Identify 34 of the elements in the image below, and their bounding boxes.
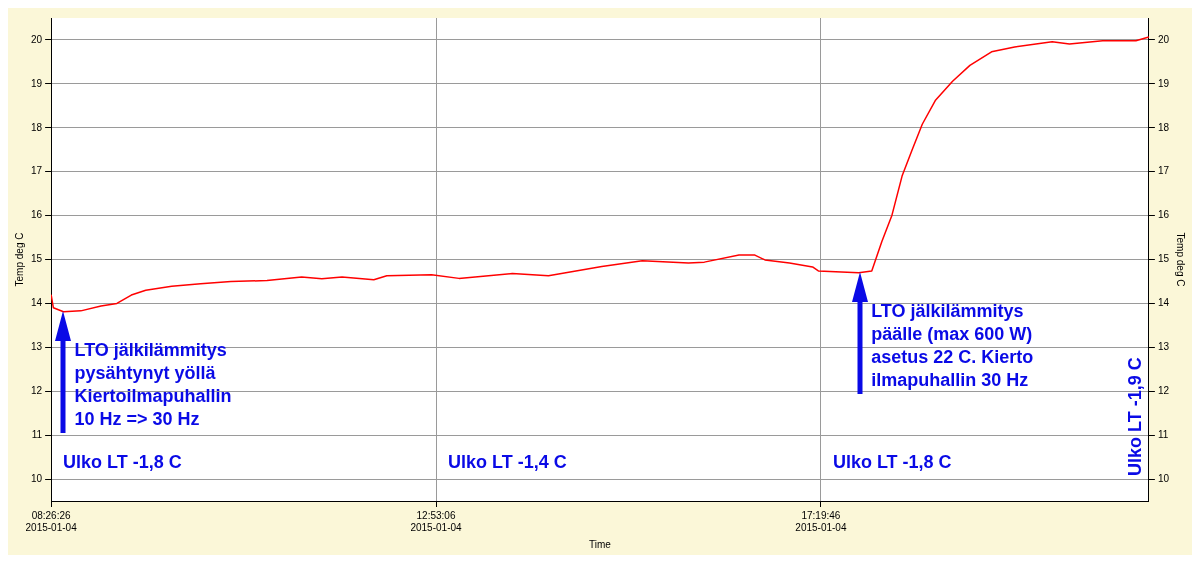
y-tick-label: 16 bbox=[31, 209, 43, 221]
y-axis-title: Temp deg C bbox=[13, 232, 25, 287]
y-tick-label: 17 bbox=[31, 165, 43, 177]
y2-tick-label: 15 bbox=[1157, 253, 1170, 265]
y2-tick-label: 13 bbox=[1157, 341, 1170, 353]
y2-tick-label: 20 bbox=[1157, 33, 1170, 45]
x-tick-label: 08:26:26 2015-01-04 bbox=[25, 509, 78, 533]
annotation: Ulko LT -1,4 C bbox=[448, 451, 567, 474]
y2-tick-label: 14 bbox=[1157, 297, 1170, 309]
y-tick-label: 13 bbox=[31, 341, 43, 353]
x-axis-title: Time bbox=[589, 538, 612, 550]
annotation: Ulko LT -1,8 C bbox=[832, 451, 952, 474]
y-tick-label: 14 bbox=[31, 297, 43, 309]
y-tick-label: 20 bbox=[31, 33, 43, 45]
y2-tick-label: 19 bbox=[1157, 77, 1170, 89]
y-tick-label: 11 bbox=[31, 428, 43, 440]
y-tick-label: 15 bbox=[31, 253, 43, 265]
y-tick-label: 18 bbox=[31, 121, 43, 133]
annotation: Ulko LT -1,9 C bbox=[1123, 356, 1146, 476]
y2-axis-title: Temp deg C bbox=[1175, 232, 1187, 287]
y2-tick-label: 16 bbox=[1157, 209, 1170, 221]
x-tick-label: 17:19:46 2015-01-04 bbox=[795, 509, 847, 533]
y2-tick-label: 10 bbox=[1157, 472, 1170, 484]
annotation: Ulko LT -1,8 C bbox=[63, 451, 182, 474]
y-tick-label: 12 bbox=[31, 384, 43, 396]
y-tick-label: 10 bbox=[31, 472, 43, 484]
annotation: LTO jälkilämmitys päälle (max 600 W) asetus 22 C. Kierto ilmapuhallin 30 Hz bbox=[871, 299, 1034, 392]
y2-tick-label: 18 bbox=[1157, 121, 1170, 133]
annotation: LTO jälkilämmitys pysähtynyt yöllä Kiertoilmapuhallin 10 Hz => 30 Hz bbox=[74, 338, 232, 431]
y2-tick-label: 12 bbox=[1157, 384, 1170, 396]
x-tick-label: 12:53:06 2015-01-04 bbox=[410, 509, 463, 533]
y-tick-label: 19 bbox=[31, 77, 43, 89]
y2-tick-label: 17 bbox=[1157, 165, 1170, 177]
y2-tick-label: 11 bbox=[1157, 428, 1169, 440]
